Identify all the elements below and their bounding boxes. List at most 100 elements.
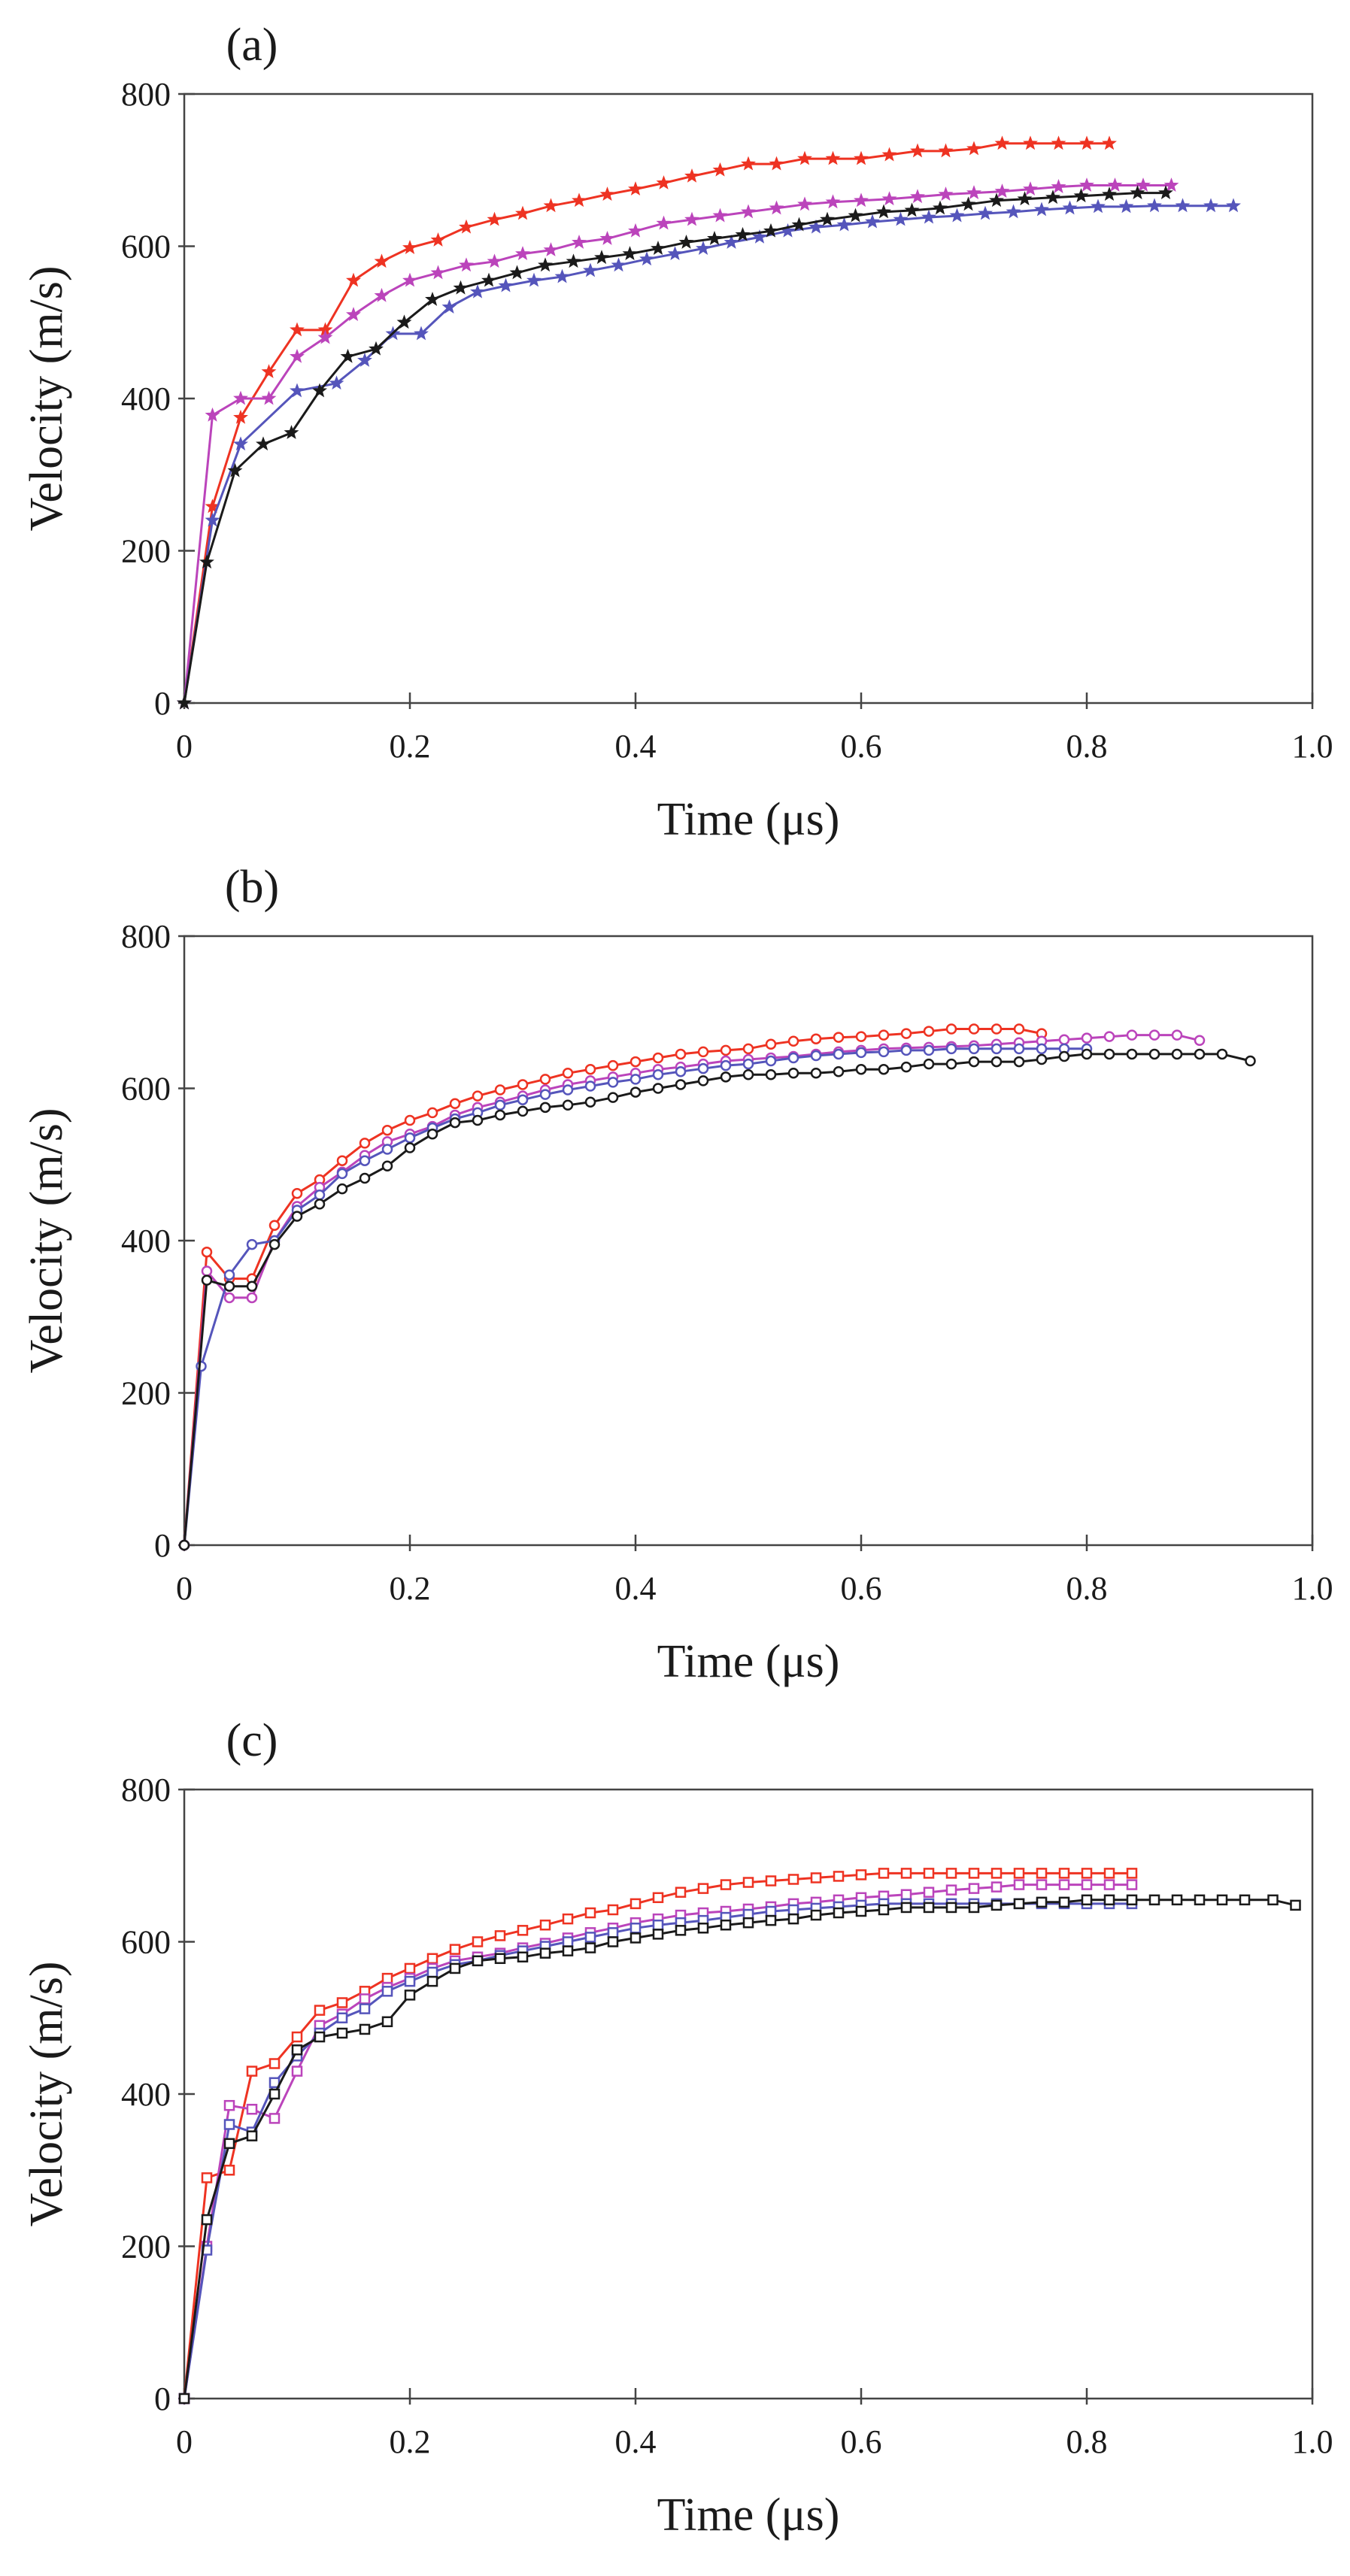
data-point-circle bbox=[1013, 1023, 1025, 1035]
panel-label: (c) bbox=[226, 1715, 278, 1766]
data-point-circle bbox=[855, 1063, 867, 1075]
data-point-square bbox=[517, 1951, 529, 1962]
data-point-square bbox=[1267, 1894, 1279, 1906]
data-point-star bbox=[769, 156, 784, 171]
data-point-circle bbox=[539, 1074, 551, 1085]
data-point-square bbox=[652, 1919, 664, 1931]
x-tick-label: 0.6 bbox=[841, 728, 882, 765]
data-point-square bbox=[268, 2088, 281, 2100]
series-magenta bbox=[178, 1879, 1138, 2405]
data-point-star bbox=[876, 204, 891, 219]
x-tick-label: 0.6 bbox=[841, 1570, 882, 1607]
data-point-circle bbox=[472, 1114, 484, 1126]
data-point-star bbox=[881, 191, 897, 206]
data-point-square bbox=[900, 1889, 912, 1900]
data-point-square bbox=[178, 2393, 190, 2405]
data-point-circle bbox=[381, 1144, 393, 1155]
data-point-square bbox=[991, 1868, 1003, 1879]
data-point-star bbox=[712, 208, 728, 223]
data-point-square bbox=[900, 1868, 912, 1879]
data-point-circle bbox=[945, 1043, 957, 1055]
data-point-star bbox=[261, 364, 277, 378]
data-point-star bbox=[752, 229, 767, 244]
data-point-circle bbox=[629, 1056, 642, 1068]
data-point-square bbox=[1058, 1896, 1070, 1908]
data-point-circle bbox=[517, 1105, 529, 1117]
x-tick-label: 0.4 bbox=[615, 728, 657, 765]
data-point-circle bbox=[923, 1058, 935, 1070]
data-point-circle bbox=[810, 1050, 822, 1062]
data-point-circle bbox=[1171, 1048, 1183, 1060]
panel-label: (b) bbox=[225, 862, 279, 913]
data-point-circle bbox=[1194, 1035, 1206, 1046]
data-point-circle bbox=[291, 1211, 303, 1222]
series-line-magenta bbox=[183, 184, 1172, 704]
data-point-star bbox=[960, 196, 976, 211]
data-point-star bbox=[1045, 189, 1060, 205]
series-red bbox=[178, 1023, 1048, 1551]
data-point-square bbox=[1036, 1879, 1048, 1890]
data-point-square bbox=[810, 1872, 822, 1884]
x-tick-label: 0 bbox=[176, 2423, 193, 2460]
data-point-star bbox=[1079, 177, 1094, 192]
data-point-circle bbox=[404, 1132, 416, 1144]
data-point-circle bbox=[359, 1172, 371, 1184]
data-point-star bbox=[346, 307, 361, 322]
x-tick-label: 1.0 bbox=[1292, 1570, 1333, 1607]
data-point-square bbox=[945, 1884, 957, 1896]
data-point-star bbox=[402, 240, 417, 254]
data-point-star bbox=[256, 436, 271, 451]
data-point-square bbox=[381, 2016, 393, 2028]
data-point-star bbox=[656, 175, 672, 189]
data-point-star bbox=[543, 198, 559, 213]
data-point-circle bbox=[652, 1052, 664, 1064]
data-point-square bbox=[449, 1944, 461, 1955]
data-point-square bbox=[765, 1905, 777, 1917]
data-point-square bbox=[652, 1892, 664, 1904]
data-point-star bbox=[854, 150, 869, 165]
data-point-square bbox=[991, 1899, 1003, 1911]
data-point-star bbox=[797, 150, 812, 165]
data-point-star bbox=[938, 186, 954, 202]
x-tick-label: 0.8 bbox=[1066, 1570, 1108, 1607]
data-point-circle bbox=[1103, 1048, 1115, 1060]
data-point-square bbox=[472, 1955, 484, 1967]
data-point-star bbox=[1034, 202, 1049, 217]
series-magenta bbox=[178, 1029, 1206, 1551]
data-point-circle bbox=[720, 1044, 732, 1056]
data-point-circle bbox=[1171, 1029, 1183, 1041]
data-point-square bbox=[742, 1917, 754, 1929]
data-point-circle bbox=[878, 1063, 890, 1075]
data-point-star bbox=[1079, 135, 1094, 150]
data-point-square bbox=[562, 1936, 574, 1947]
y-tick-label: 0 bbox=[154, 685, 171, 722]
data-point-circle bbox=[945, 1058, 957, 1070]
data-point-star bbox=[402, 272, 417, 287]
data-point-star bbox=[346, 272, 361, 287]
data-point-circle bbox=[675, 1065, 687, 1077]
data-point-circle bbox=[223, 1292, 235, 1304]
data-point-circle bbox=[1058, 1050, 1070, 1062]
data-point-star bbox=[791, 217, 807, 232]
data-point-circle bbox=[1081, 1048, 1093, 1060]
data-point-circle bbox=[697, 1062, 709, 1074]
data-point-star bbox=[583, 262, 598, 277]
data-point-circle bbox=[584, 1080, 596, 1092]
series-line-blue bbox=[183, 1047, 1087, 1546]
data-point-square bbox=[1013, 1868, 1025, 1879]
data-point-star bbox=[430, 265, 446, 280]
data-point-star bbox=[425, 291, 440, 306]
data-point-star bbox=[1175, 198, 1191, 213]
y-axis-title: Velocity (m/s) bbox=[21, 1962, 72, 2227]
data-point-square bbox=[1126, 1894, 1138, 1906]
data-point-circle bbox=[968, 1023, 980, 1035]
data-point-circle bbox=[1013, 1056, 1025, 1068]
data-point-square bbox=[449, 1962, 461, 1974]
data-point-circle bbox=[1148, 1048, 1160, 1060]
data-point-square bbox=[1103, 1894, 1115, 1906]
data-point-square bbox=[268, 2058, 281, 2069]
data-point-star bbox=[1203, 198, 1218, 213]
data-point-star bbox=[233, 409, 248, 424]
series-line-black bbox=[183, 1899, 1296, 2399]
data-point-square bbox=[607, 1904, 619, 1916]
